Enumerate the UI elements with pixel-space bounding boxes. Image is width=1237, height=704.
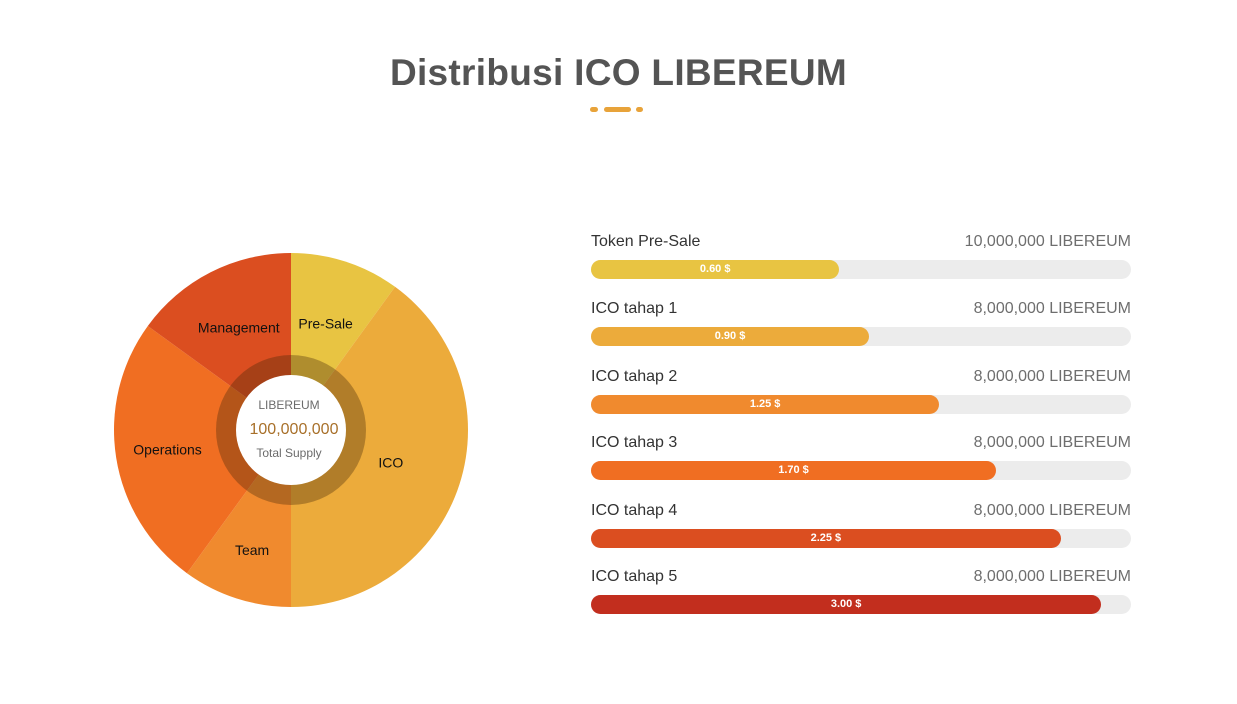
pie-label-pre-sale: Pre-Sale xyxy=(298,315,353,331)
bar-price-label: 1.70 $ xyxy=(778,464,809,476)
pie-slice-ico xyxy=(291,286,468,607)
bar-amount-label: 8,000,000 LIBEREUM xyxy=(973,300,1131,317)
bar-track: 0.90 $ xyxy=(591,327,1131,346)
bar-fill: 0.60 $ xyxy=(591,260,840,279)
bar-category-label: Token Pre-Sale xyxy=(591,233,701,250)
bar-amount-label: 8,000,000 LIBEREUM xyxy=(973,434,1131,451)
bar-track: 0.60 $ xyxy=(591,260,1131,279)
title-decoration-dash xyxy=(604,107,631,112)
bar-price-label: 1.25 $ xyxy=(749,398,781,410)
bar-price-label: 2.25 $ xyxy=(810,532,842,544)
bar-fill: 0.90 $ xyxy=(591,327,870,346)
pie-label-ico: ICO xyxy=(378,454,403,470)
bar-track: 1.25 $ xyxy=(591,395,1131,414)
bar-track: 1.70 $ xyxy=(591,461,1131,480)
center-supply-value: 100,000,000 xyxy=(250,421,339,438)
bar-fill: 1.25 $ xyxy=(591,395,940,414)
donut-center-hole xyxy=(236,375,346,485)
bar-amount-label: 8,000,000 LIBEREUM xyxy=(973,568,1131,585)
title-decoration-dot-right xyxy=(636,107,643,112)
bar-price-label: 0.90 $ xyxy=(714,330,746,342)
bar-amount-label: 8,000,000 LIBEREUM xyxy=(973,502,1131,519)
bar-category-label: ICO tahap 4 xyxy=(591,502,678,519)
pie-slice-management xyxy=(147,253,291,430)
center-token-label: LIBEREUM xyxy=(258,398,319,412)
bar-amount-label: 10,000,000 LIBEREUM xyxy=(964,233,1131,250)
center-caption: Total Supply xyxy=(256,446,321,460)
bar-amount-label: 8,000,000 LIBEREUM xyxy=(973,368,1131,385)
bar-track: 2.25 $ xyxy=(591,529,1131,548)
pie-label-team: Team xyxy=(235,542,269,558)
pie-label-operations: Operations xyxy=(133,442,201,458)
bar-category-label: ICO tahap 3 xyxy=(591,434,678,451)
bar-track: 3.00 $ xyxy=(591,595,1131,614)
title-decoration-dot-left xyxy=(590,107,598,112)
bar-fill: 3.00 $ xyxy=(591,595,1102,614)
bar-category-label: ICO tahap 5 xyxy=(591,568,678,585)
bar-price-label: 0.60 $ xyxy=(699,263,731,275)
page-title: Distribusi ICO LIBEREUM xyxy=(389,52,848,93)
pie-label-management: Management xyxy=(198,320,280,336)
bar-category-label: ICO tahap 2 xyxy=(591,368,678,385)
bar-category-label: ICO tahap 1 xyxy=(591,300,678,317)
bar-fill: 1.70 $ xyxy=(591,461,996,480)
bar-fill: 2.25 $ xyxy=(591,529,1061,548)
bar-price-label: 3.00 $ xyxy=(830,598,862,610)
pie-slice-operations xyxy=(113,325,291,574)
